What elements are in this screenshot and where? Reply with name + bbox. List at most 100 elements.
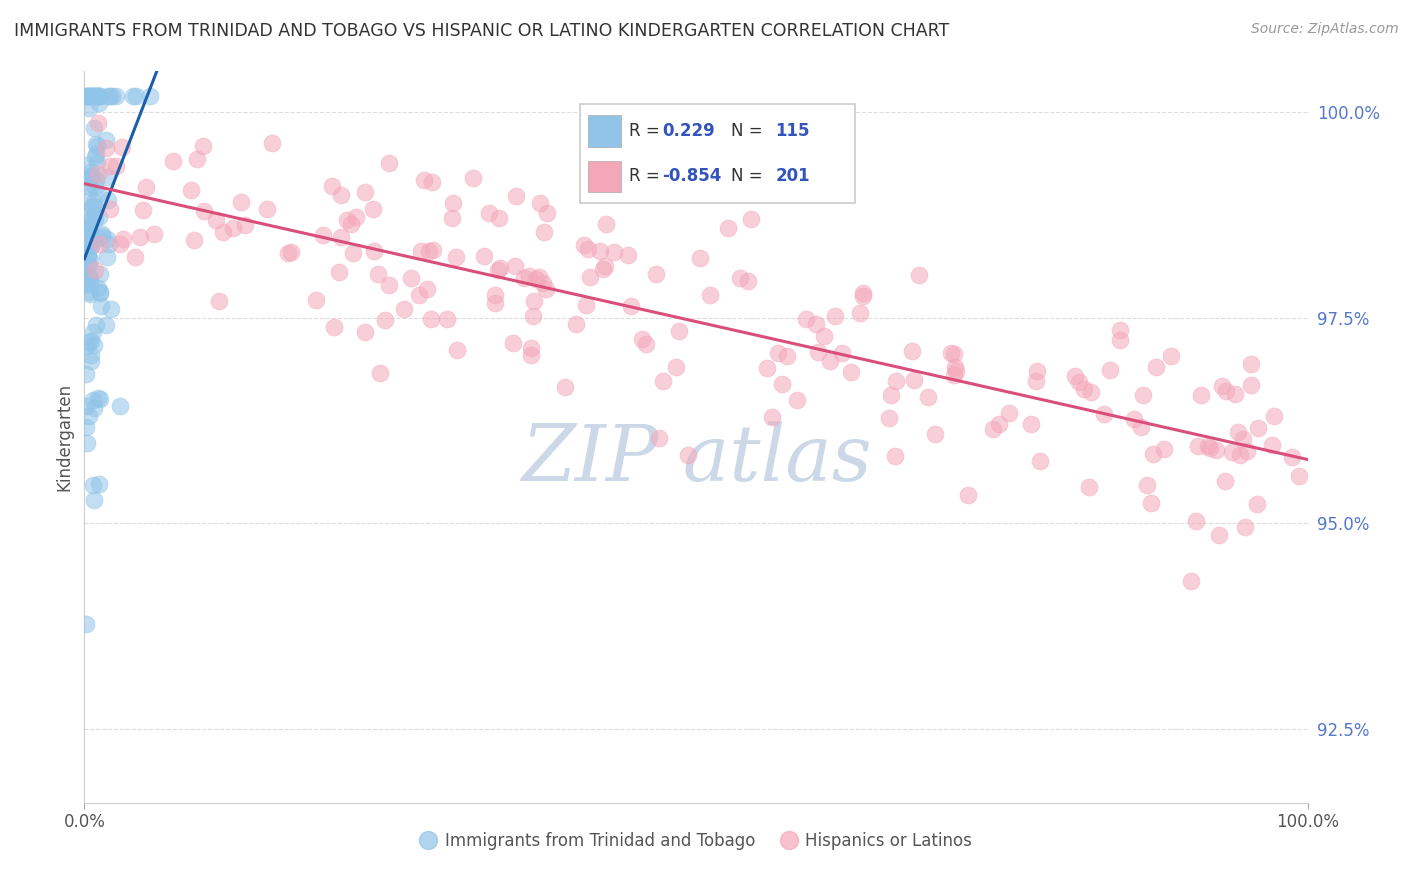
Point: [79, 225, 101, 239]
Point: [84, 136, 107, 151]
Point: [80, 169, 103, 183]
Point: [418, 244, 440, 259]
Point: [420, 175, 443, 189]
Point: [942, 368, 965, 382]
Point: [1144, 360, 1167, 375]
Y-axis label: Kindergarten: Kindergarten: [55, 383, 73, 491]
Point: [77, 89, 100, 103]
Point: [83, 120, 105, 135]
Point: [957, 488, 980, 502]
Point: [186, 152, 208, 166]
Point: [523, 293, 546, 308]
Point: [94, 318, 117, 333]
Point: [204, 213, 226, 227]
Text: 115: 115: [775, 122, 810, 140]
Point: [79, 180, 101, 194]
Point: [1208, 528, 1230, 542]
Point: [564, 318, 586, 332]
Point: [1130, 419, 1153, 434]
Point: [367, 268, 389, 282]
Point: [132, 202, 155, 217]
Point: [75, 368, 97, 382]
Point: [77, 269, 100, 284]
Point: [1160, 350, 1182, 364]
Point: [100, 159, 122, 173]
Point: [503, 259, 526, 273]
Point: [1246, 497, 1268, 511]
Point: [852, 289, 875, 303]
Point: [86, 173, 108, 187]
Point: [77, 101, 100, 115]
Point: [80, 89, 103, 103]
Point: [522, 310, 544, 324]
Point: [1281, 450, 1303, 465]
Point: [1236, 444, 1258, 458]
Point: [602, 244, 624, 259]
Point: [312, 227, 335, 242]
Point: [903, 373, 925, 387]
Point: [96, 193, 118, 207]
Point: [86, 116, 108, 130]
Point: [277, 246, 299, 260]
Point: [82, 200, 104, 214]
Point: [180, 183, 202, 197]
Point: [79, 213, 101, 227]
Point: [330, 229, 353, 244]
Point: [75, 420, 97, 434]
Point: [813, 329, 835, 343]
Point: [100, 89, 122, 103]
Point: [1122, 412, 1144, 426]
Point: [665, 359, 688, 374]
Point: [79, 165, 101, 179]
Point: [689, 252, 711, 266]
Point: [730, 270, 752, 285]
Point: [86, 139, 108, 153]
Point: [82, 478, 104, 492]
Point: [652, 375, 675, 389]
Point: [1247, 421, 1270, 435]
Point: [408, 288, 430, 302]
Point: [76, 249, 98, 263]
Point: [80, 239, 103, 253]
Point: [631, 332, 654, 346]
Point: [1067, 375, 1090, 389]
Point: [111, 232, 134, 246]
Point: [1108, 323, 1130, 337]
Point: [489, 261, 512, 276]
Point: [409, 244, 432, 258]
Point: [79, 252, 101, 267]
Point: [86, 318, 108, 332]
Point: [83, 492, 105, 507]
Point: [135, 180, 157, 194]
Point: [75, 616, 97, 631]
Point: [505, 189, 527, 203]
Point: [1092, 407, 1115, 421]
Point: [589, 244, 612, 258]
Point: [139, 89, 162, 103]
Point: [699, 287, 721, 301]
Point: [1153, 442, 1175, 456]
Point: [1199, 441, 1222, 455]
Point: [124, 250, 146, 264]
Point: [1028, 454, 1050, 468]
Point: [648, 432, 671, 446]
Point: [536, 205, 558, 219]
Point: [83, 263, 105, 277]
Point: [87, 95, 110, 110]
Point: [79, 239, 101, 253]
Point: [1211, 379, 1233, 393]
Point: [89, 285, 111, 300]
Point: [87, 231, 110, 245]
Point: [422, 244, 444, 258]
Point: [84, 211, 107, 226]
Point: [1109, 333, 1132, 347]
Point: [1187, 439, 1209, 453]
Point: [336, 213, 359, 227]
Point: [121, 89, 143, 103]
Point: [1136, 478, 1159, 492]
Point: [852, 285, 875, 300]
Point: [108, 399, 131, 413]
Point: [75, 89, 97, 103]
Point: [87, 391, 110, 405]
Point: [86, 147, 108, 161]
